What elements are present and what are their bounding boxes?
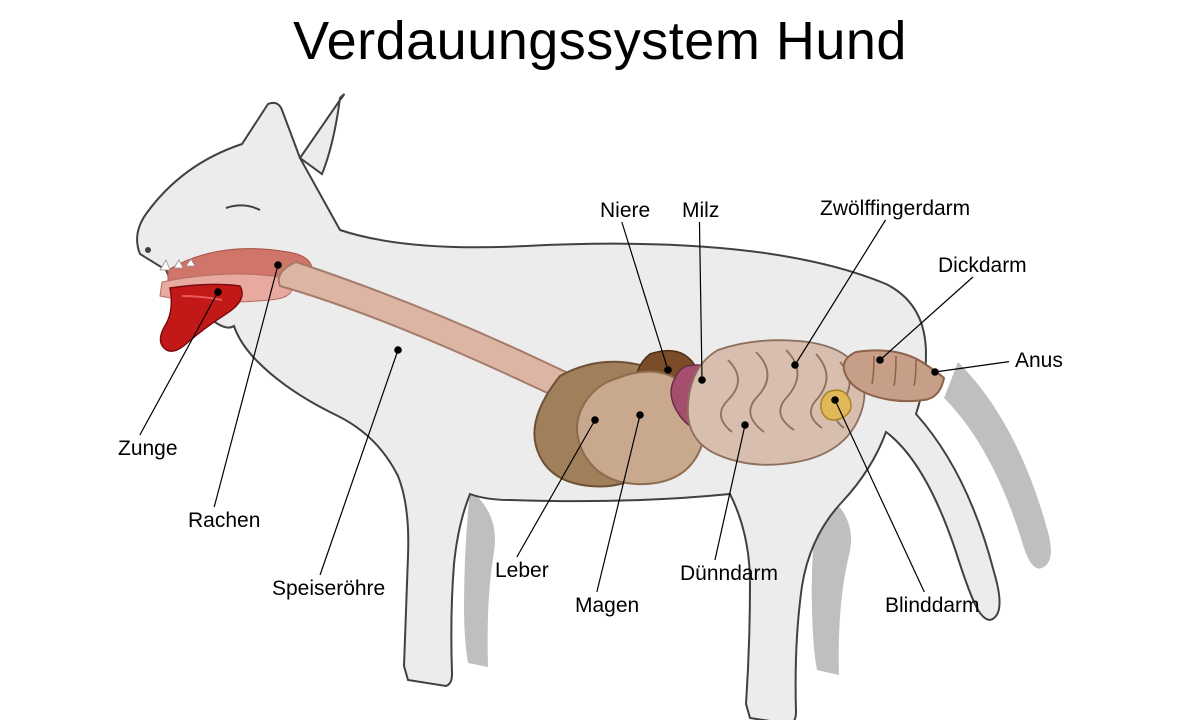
label-niere: Niere (600, 199, 650, 223)
marker-speiseroehre (395, 347, 401, 353)
label-dickdarm: Dickdarm (938, 254, 1027, 278)
marker-zwoelffinger (792, 362, 798, 368)
marker-leber (592, 417, 598, 423)
label-leber: Leber (495, 559, 549, 583)
label-magen: Magen (575, 594, 639, 618)
dog-nostril (145, 247, 151, 253)
marker-milz (699, 377, 705, 383)
diagram-stage: Verdauungssystem Hund (0, 0, 1200, 720)
marker-dickdarm (877, 357, 883, 363)
marker-rachen (275, 262, 281, 268)
cecum (821, 390, 851, 420)
marker-niere (665, 367, 671, 373)
label-zwoelffinger: Zwölffingerdarm (820, 197, 970, 221)
label-anus: Anus (1015, 349, 1063, 373)
leader-anus (935, 362, 1009, 372)
label-zunge: Zunge (118, 437, 178, 461)
label-blinddarm: Blinddarm (885, 594, 980, 618)
marker-magen (637, 412, 643, 418)
dog-ear (300, 94, 344, 174)
marker-blinddarm (832, 397, 838, 403)
marker-zunge (215, 289, 221, 295)
label-rachen: Rachen (188, 509, 260, 533)
label-speiseroehre: Speiseröhre (272, 577, 385, 601)
marker-duenndarm (742, 422, 748, 428)
dog-front-inner-leg (464, 490, 495, 667)
label-duenndarm: Dünndarm (680, 562, 778, 586)
marker-anus (932, 369, 938, 375)
label-milz: Milz (682, 199, 719, 223)
